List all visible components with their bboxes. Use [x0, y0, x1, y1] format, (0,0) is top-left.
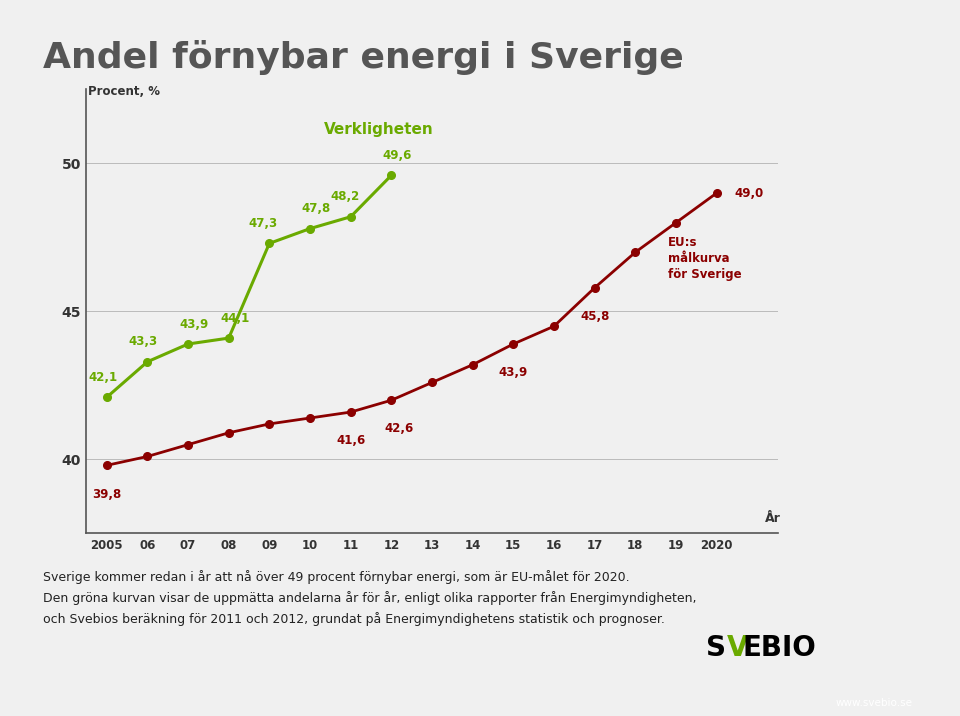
Text: 47,8: 47,8 [301, 203, 331, 216]
Text: 42,6: 42,6 [385, 422, 414, 435]
Text: 43,3: 43,3 [129, 336, 157, 349]
Text: 47,3: 47,3 [249, 217, 277, 230]
Text: www.svebio.se: www.svebio.se [835, 698, 912, 708]
Text: och Svebios beräkning för 2011 och 2012, grundat på Energimyndighetens statistik: och Svebios beräkning för 2011 och 2012,… [43, 612, 665, 626]
Text: Procent, %: Procent, % [88, 85, 160, 98]
Text: 48,2: 48,2 [330, 190, 359, 203]
Text: 44,1: 44,1 [220, 311, 250, 325]
Text: 39,8: 39,8 [92, 488, 121, 500]
Text: Andel förnybar energi i Sverige: Andel förnybar energi i Sverige [43, 40, 684, 75]
Text: År: År [765, 511, 781, 525]
Text: 49,6: 49,6 [383, 149, 412, 162]
Text: 49,0: 49,0 [735, 187, 764, 200]
Text: S: S [706, 634, 726, 662]
Text: 43,9: 43,9 [180, 318, 208, 331]
Text: EU:s
målkurva
för Sverige: EU:s målkurva för Sverige [668, 236, 741, 281]
Text: 42,1: 42,1 [88, 371, 117, 384]
Text: 45,8: 45,8 [580, 310, 610, 323]
Text: Verkligheten: Verkligheten [324, 122, 434, 137]
Text: V: V [727, 634, 748, 662]
Text: 43,9: 43,9 [498, 366, 528, 379]
Text: Den gröna kurvan visar de uppmätta andelarna år för år, enligt olika rapporter f: Den gröna kurvan visar de uppmätta andel… [43, 591, 697, 605]
Text: EBIO: EBIO [742, 634, 816, 662]
Text: Sverige kommer redan i år att nå över 49 procent förnybar energi, som är EU-måle: Sverige kommer redan i år att nå över 49… [43, 569, 630, 584]
Text: 41,6: 41,6 [336, 435, 366, 448]
